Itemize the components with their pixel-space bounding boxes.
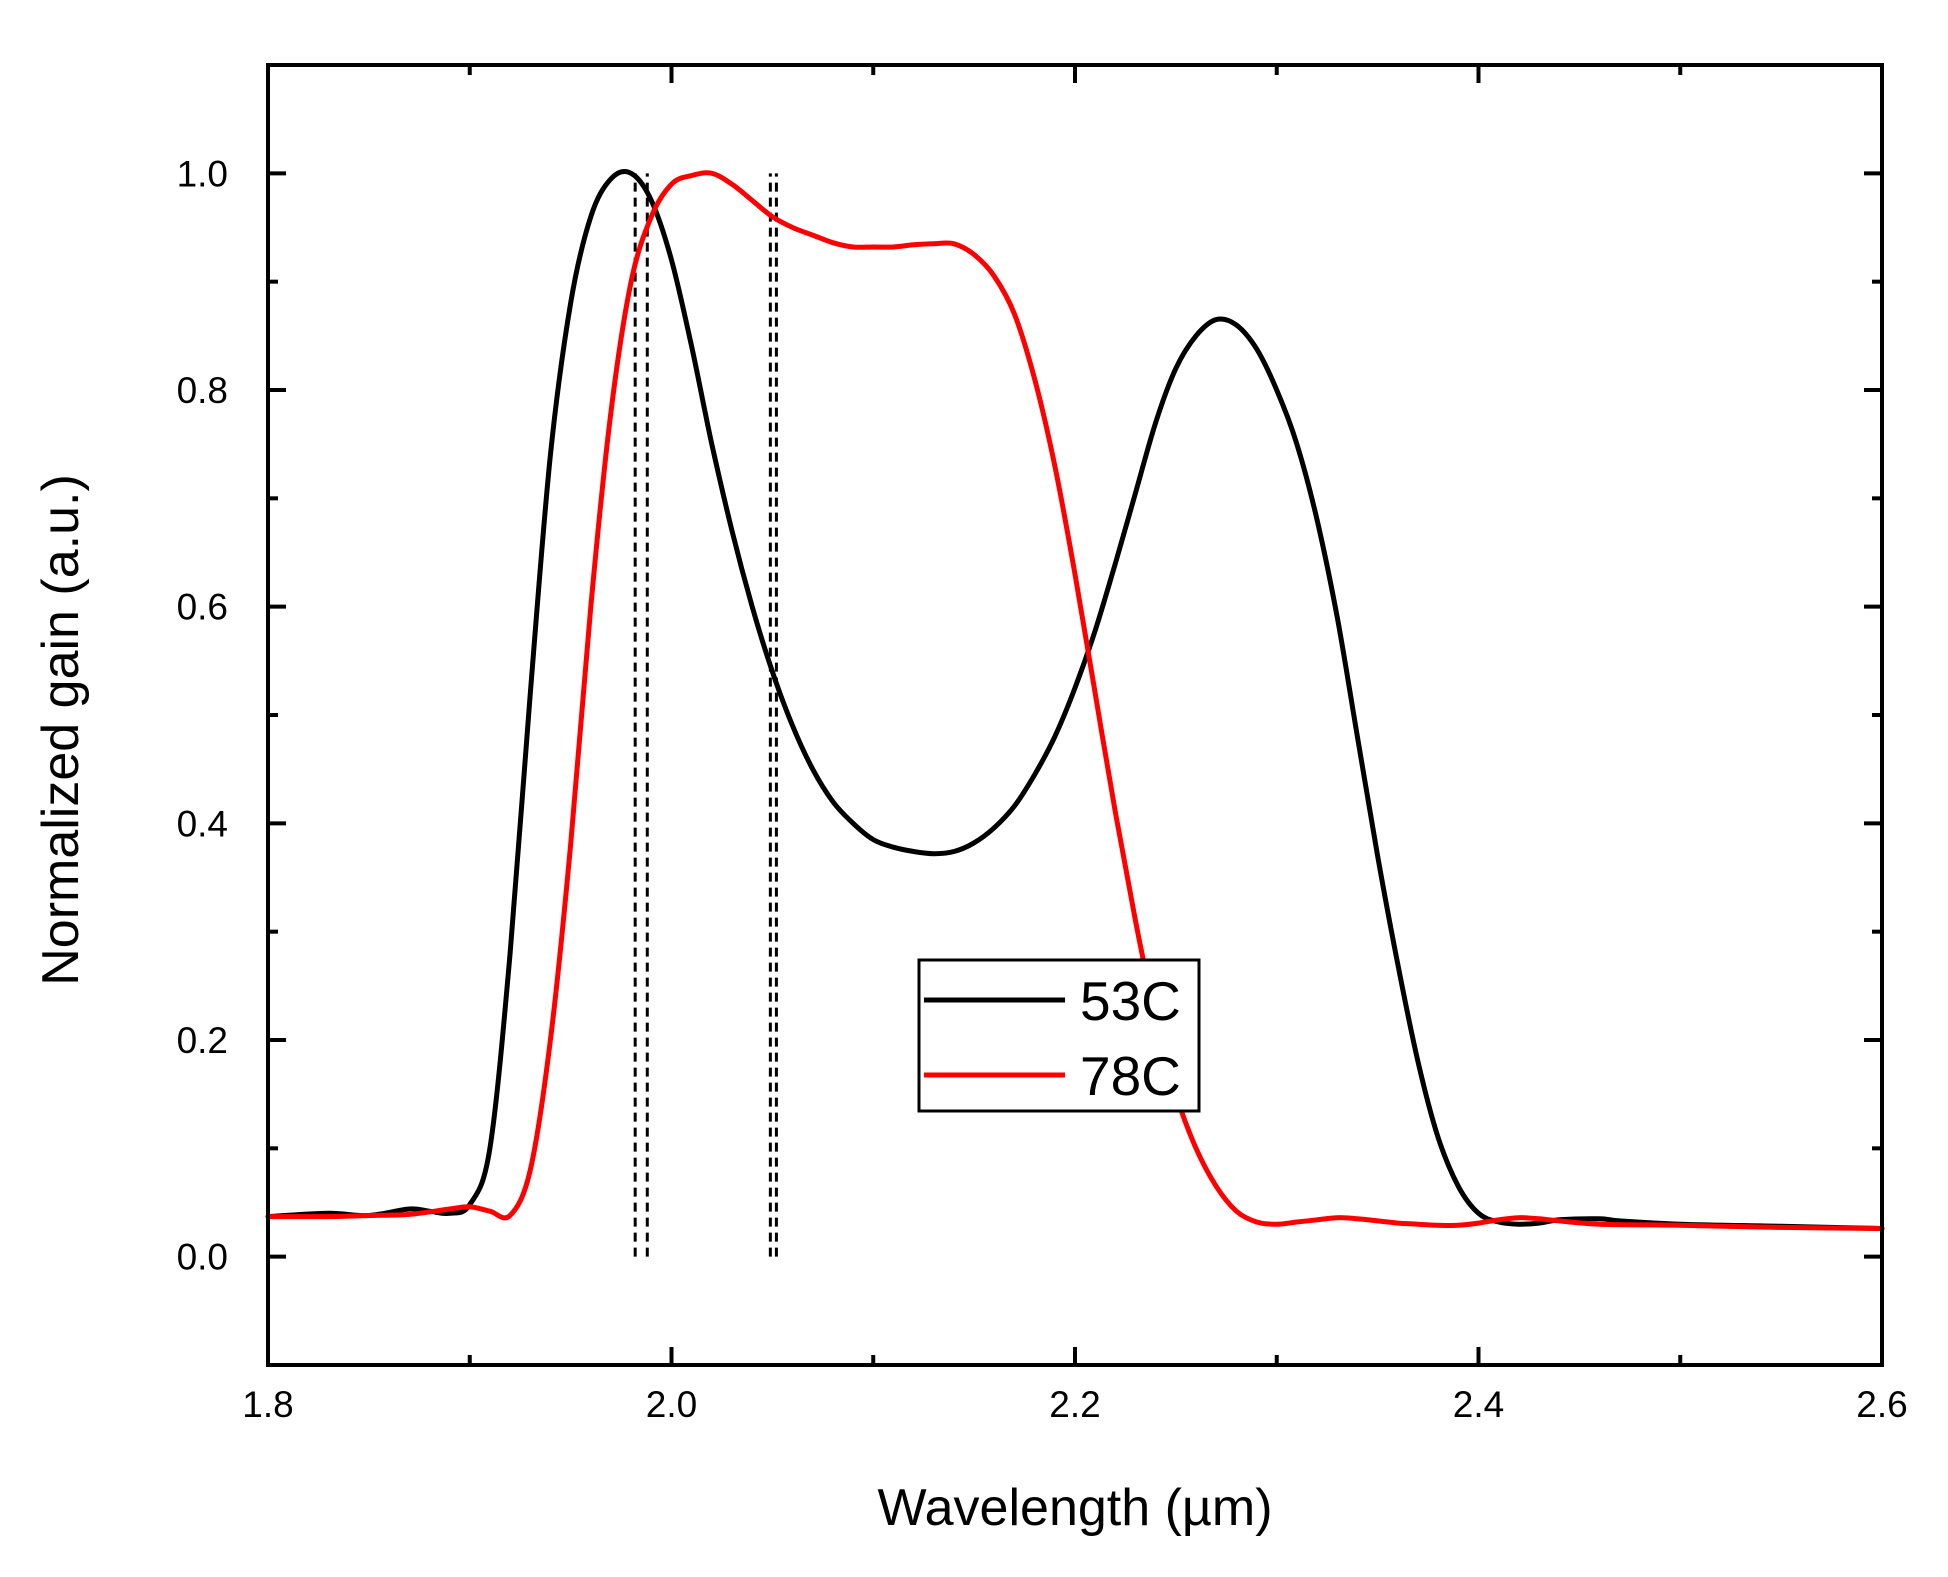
series-line-78c [265,170,1885,1231]
x-tick-labels: 1.8 2.0 2.2 2.4 2.6 [242,1384,1907,1425]
legend-label-78c: 78C [1080,1045,1181,1107]
y-tick-label: 0.4 [177,803,228,844]
legend: 53C 78C [917,958,1201,1113]
x-tick-label: 1.8 [242,1384,293,1425]
legend-label-53c: 53C [1080,970,1181,1032]
y-tick-label: 1.0 [177,153,228,194]
x-tick-label: 2.4 [1453,1384,1504,1425]
y-tick-label: 0.6 [177,587,228,628]
plot-frame [266,63,1884,1367]
y-axis-title: Normalized gain (a.u.) [32,474,90,986]
dashed-markers [633,173,778,1257]
x-axis-title: Wavelength (µm) [877,1479,1272,1537]
y-tick-label: 0.0 [177,1237,228,1278]
series-lines [265,169,1885,1231]
legend-box [917,958,1201,1113]
x-tick-label: 2.0 [646,1384,697,1425]
y-tick-labels: 0.0 0.2 0.4 0.6 0.8 1.0 [177,153,228,1277]
y-tick-label: 0.8 [177,370,228,411]
series-line-53c [265,169,1885,1231]
x-tick-label: 2.6 [1856,1384,1907,1425]
x-tick-label: 2.2 [1049,1384,1100,1425]
y-tick-label: 0.2 [177,1020,228,1061]
